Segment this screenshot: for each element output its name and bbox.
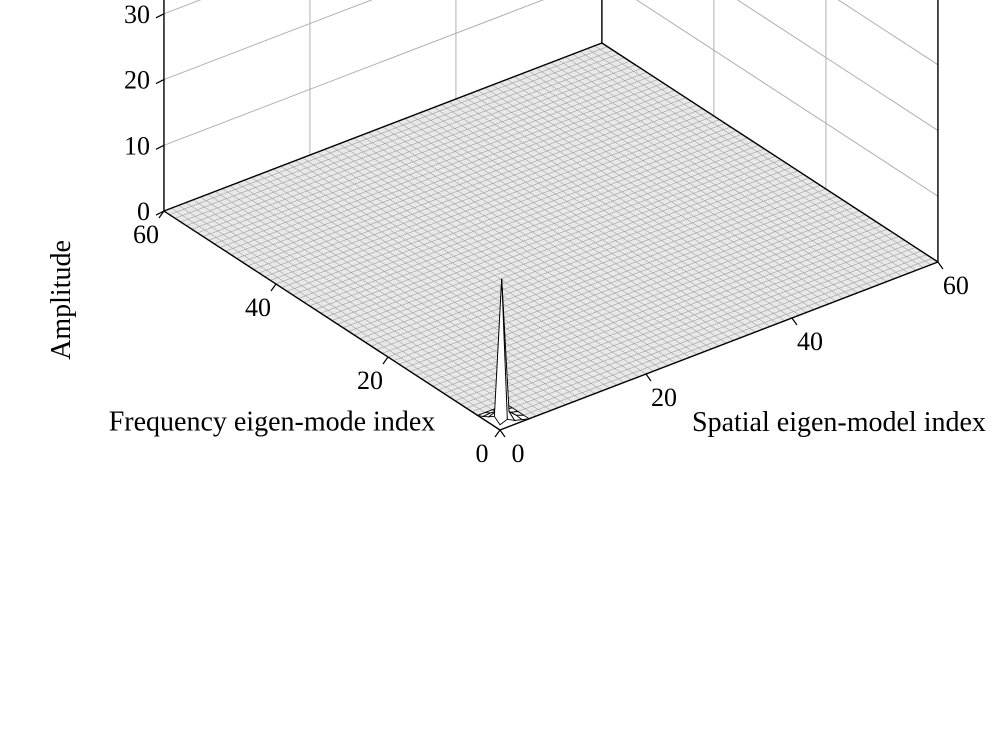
- z-tick-label: 30: [124, 0, 150, 29]
- x-tick-label: 20: [651, 383, 677, 412]
- y-axis-label: Frequency eigen-mode index: [109, 407, 436, 438]
- z-tick-label: 10: [124, 131, 150, 160]
- x-tick-label: 0: [512, 439, 525, 468]
- x-tick-label: 40: [797, 327, 823, 356]
- y-tick-label: 0: [476, 439, 489, 468]
- z-axis-label: Amplitude: [46, 240, 77, 360]
- chart-svg: 01020304002040600204060AmplitudeSpatial …: [0, 0, 1000, 737]
- x-tick-label: 60: [943, 271, 969, 300]
- y-tick-label: 40: [245, 293, 271, 322]
- z-tick-label: 20: [124, 66, 150, 95]
- y-tick-label: 60: [133, 220, 159, 249]
- surface-chart: 01020304002040600204060AmplitudeSpatial …: [0, 0, 1000, 737]
- x-axis-label: Spatial eigen-model index: [692, 407, 986, 438]
- y-tick-label: 20: [357, 366, 383, 395]
